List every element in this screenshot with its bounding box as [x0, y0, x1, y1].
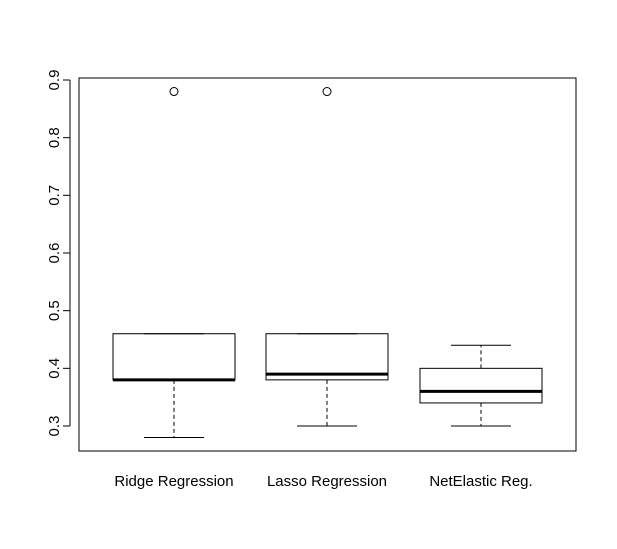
x-tick-label: Lasso Regression — [267, 473, 387, 490]
box — [112, 333, 236, 381]
y-tick-label: 0.5 — [46, 300, 63, 321]
outlier-point — [322, 87, 332, 97]
y-tick-label: 0.6 — [46, 243, 63, 264]
outlier-point — [169, 87, 179, 97]
x-tick-label: Ridge Regression — [114, 473, 233, 490]
y-tick-label: 0.3 — [46, 416, 63, 437]
y-tick-label: 0.8 — [46, 127, 63, 148]
plot-frame — [78, 77, 577, 452]
y-tick-label: 0.9 — [46, 70, 63, 91]
y-tick-label: 0.4 — [46, 358, 63, 379]
box — [265, 333, 389, 381]
x-tick-label: NetElastic Reg. — [429, 473, 532, 490]
box — [419, 367, 543, 404]
y-tick-label: 0.7 — [46, 185, 63, 206]
